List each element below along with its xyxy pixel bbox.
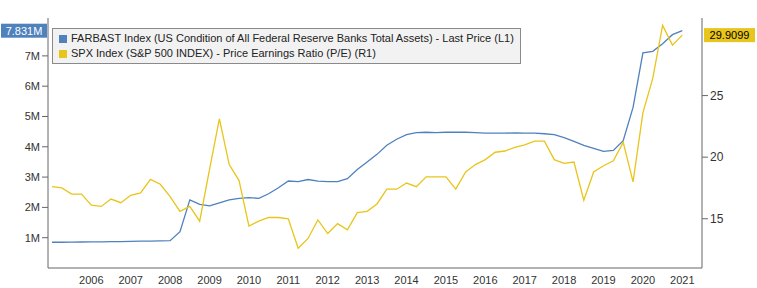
svg-text:7M: 7M: [25, 50, 40, 62]
svg-text:2021: 2021: [670, 274, 694, 286]
svg-text:4M: 4M: [25, 141, 40, 153]
svg-text:15: 15: [710, 212, 724, 226]
svg-text:2M: 2M: [25, 201, 40, 213]
svg-text:2010: 2010: [237, 274, 261, 286]
svg-text:2015: 2015: [434, 274, 458, 286]
svg-text:2011: 2011: [276, 274, 300, 286]
svg-text:7.831M: 7.831M: [8, 25, 42, 37]
svg-text:1M: 1M: [25, 232, 40, 244]
svg-text:2013: 2013: [355, 274, 379, 286]
svg-text:2006: 2006: [79, 274, 103, 286]
svg-text:2008: 2008: [158, 274, 182, 286]
svg-text:5M: 5M: [25, 110, 40, 122]
svg-text:29.9099: 29.9099: [710, 29, 749, 41]
svg-text:2014: 2014: [394, 274, 418, 286]
svg-text:2017: 2017: [512, 274, 536, 286]
html-text:FARBAST Index (US Condition of: FARBAST Index (US Condition of All Feder…: [71, 32, 514, 44]
svg-text:3M: 3M: [25, 171, 40, 183]
svg-text:2020: 2020: [631, 274, 655, 286]
svg-text:6M: 6M: [25, 80, 40, 92]
svg-text:2019: 2019: [591, 274, 615, 286]
svg-text:2009: 2009: [197, 274, 221, 286]
svg-text:2012: 2012: [315, 274, 339, 286]
svg-text:25: 25: [710, 89, 724, 103]
html-text:SPX Index (S&P 500 INDEX) - Pr: SPX Index (S&P 500 INDEX) - Price Earnin…: [71, 47, 376, 59]
svg-text:2007: 2007: [118, 274, 142, 286]
svg-text:2016: 2016: [473, 274, 497, 286]
svg-text:2018: 2018: [552, 274, 576, 286]
svg-text:20: 20: [710, 150, 724, 164]
